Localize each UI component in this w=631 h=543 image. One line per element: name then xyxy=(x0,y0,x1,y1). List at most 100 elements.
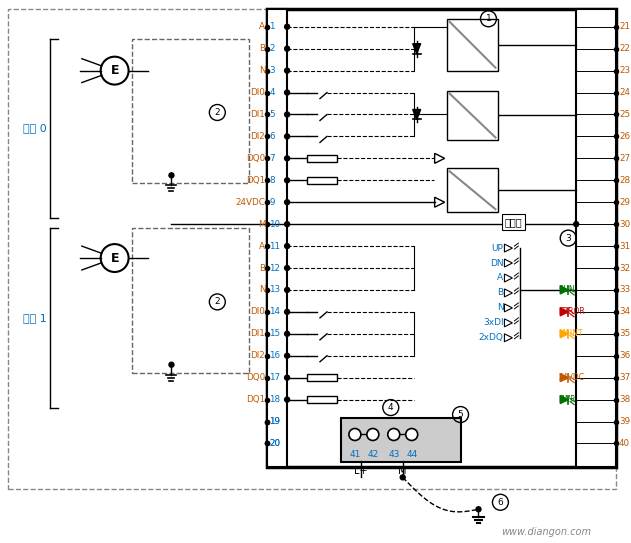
Circle shape xyxy=(285,266,290,270)
Text: 33: 33 xyxy=(619,286,630,294)
Polygon shape xyxy=(413,110,421,119)
Text: 40: 40 xyxy=(619,439,630,448)
Text: 37: 37 xyxy=(619,373,630,382)
Text: 1: 1 xyxy=(269,22,274,31)
Circle shape xyxy=(285,222,290,226)
Text: 15: 15 xyxy=(269,329,280,338)
Text: 9: 9 xyxy=(269,198,274,207)
Text: 17: 17 xyxy=(269,373,280,382)
Text: ERROR: ERROR xyxy=(558,307,585,317)
Circle shape xyxy=(285,112,290,117)
Text: 44: 44 xyxy=(406,450,417,459)
Circle shape xyxy=(285,68,290,73)
Text: 22: 22 xyxy=(619,44,630,53)
Text: UP: UP xyxy=(492,244,504,252)
Text: 19: 19 xyxy=(269,417,280,426)
Circle shape xyxy=(285,200,290,205)
Circle shape xyxy=(285,397,290,402)
Circle shape xyxy=(285,156,290,161)
Polygon shape xyxy=(413,44,421,54)
Circle shape xyxy=(349,428,361,440)
Text: 28: 28 xyxy=(619,176,630,185)
Circle shape xyxy=(285,178,290,183)
Text: 5: 5 xyxy=(269,110,274,119)
Text: 34: 34 xyxy=(619,307,630,317)
Text: 18: 18 xyxy=(269,395,280,404)
Circle shape xyxy=(574,222,579,226)
Text: E: E xyxy=(110,64,119,77)
Circle shape xyxy=(400,475,405,480)
Circle shape xyxy=(406,428,418,440)
Text: DI2: DI2 xyxy=(251,351,265,360)
Text: 39: 39 xyxy=(619,417,630,426)
Text: 3: 3 xyxy=(269,66,274,75)
Text: 通道 1: 通道 1 xyxy=(23,313,47,323)
Polygon shape xyxy=(560,330,569,338)
Text: 2xDQ: 2xDQ xyxy=(478,333,504,342)
Circle shape xyxy=(391,432,396,437)
Text: 20: 20 xyxy=(269,439,280,448)
Text: DI2: DI2 xyxy=(251,132,265,141)
Circle shape xyxy=(352,432,357,437)
Text: 30: 30 xyxy=(619,220,630,229)
Circle shape xyxy=(285,90,290,95)
Text: 10: 10 xyxy=(269,220,280,229)
Text: DQ0: DQ0 xyxy=(246,154,265,163)
Bar xyxy=(132,39,249,184)
Text: 2: 2 xyxy=(215,108,220,117)
Text: DI1: DI1 xyxy=(251,110,265,119)
Text: 36: 36 xyxy=(619,351,630,360)
Bar xyxy=(447,91,498,141)
Text: DI0: DI0 xyxy=(251,307,265,317)
Text: 1: 1 xyxy=(486,14,492,23)
Text: 每通道: 每通道 xyxy=(505,217,522,227)
Text: RUN: RUN xyxy=(558,286,575,294)
Bar xyxy=(8,9,616,489)
Text: DQ0: DQ0 xyxy=(246,373,265,382)
Text: PWR: PWR xyxy=(558,395,575,404)
Bar xyxy=(267,9,616,468)
Text: 5: 5 xyxy=(457,410,463,419)
Bar xyxy=(307,396,337,403)
Text: DQ1: DQ1 xyxy=(246,395,265,404)
Text: DN: DN xyxy=(490,258,504,268)
Circle shape xyxy=(285,353,290,358)
Text: A: A xyxy=(259,242,265,250)
Text: 19: 19 xyxy=(269,417,280,426)
Text: M: M xyxy=(399,466,407,476)
Text: 20: 20 xyxy=(269,439,280,448)
Text: 35: 35 xyxy=(619,329,630,338)
Bar xyxy=(341,418,461,463)
Text: 24VDC: 24VDC xyxy=(558,373,584,382)
Text: DI1: DI1 xyxy=(251,329,265,338)
Circle shape xyxy=(285,244,290,249)
Circle shape xyxy=(169,362,174,367)
Circle shape xyxy=(285,310,290,314)
Circle shape xyxy=(392,432,396,437)
Text: 31: 31 xyxy=(619,242,630,250)
Circle shape xyxy=(285,46,290,51)
Text: 32: 32 xyxy=(619,263,630,273)
Polygon shape xyxy=(560,374,569,382)
Circle shape xyxy=(169,173,174,178)
Bar xyxy=(447,168,498,212)
Text: 42: 42 xyxy=(367,450,379,459)
Text: 27: 27 xyxy=(619,154,630,163)
Text: N: N xyxy=(259,286,265,294)
Circle shape xyxy=(410,432,414,437)
Text: 24: 24 xyxy=(619,88,630,97)
Circle shape xyxy=(285,375,290,380)
Text: 11: 11 xyxy=(269,242,280,250)
Bar xyxy=(307,374,337,381)
Text: DQ1: DQ1 xyxy=(246,176,265,185)
Text: E: E xyxy=(110,251,119,264)
Text: MAINT: MAINT xyxy=(558,329,583,338)
Text: 23: 23 xyxy=(619,66,630,75)
Text: N: N xyxy=(259,66,265,75)
Text: B: B xyxy=(259,44,265,53)
Text: A: A xyxy=(259,22,265,31)
Text: N: N xyxy=(497,304,504,312)
Text: L+: L+ xyxy=(354,466,368,476)
Text: 26: 26 xyxy=(619,132,630,141)
Text: 2: 2 xyxy=(215,298,220,306)
